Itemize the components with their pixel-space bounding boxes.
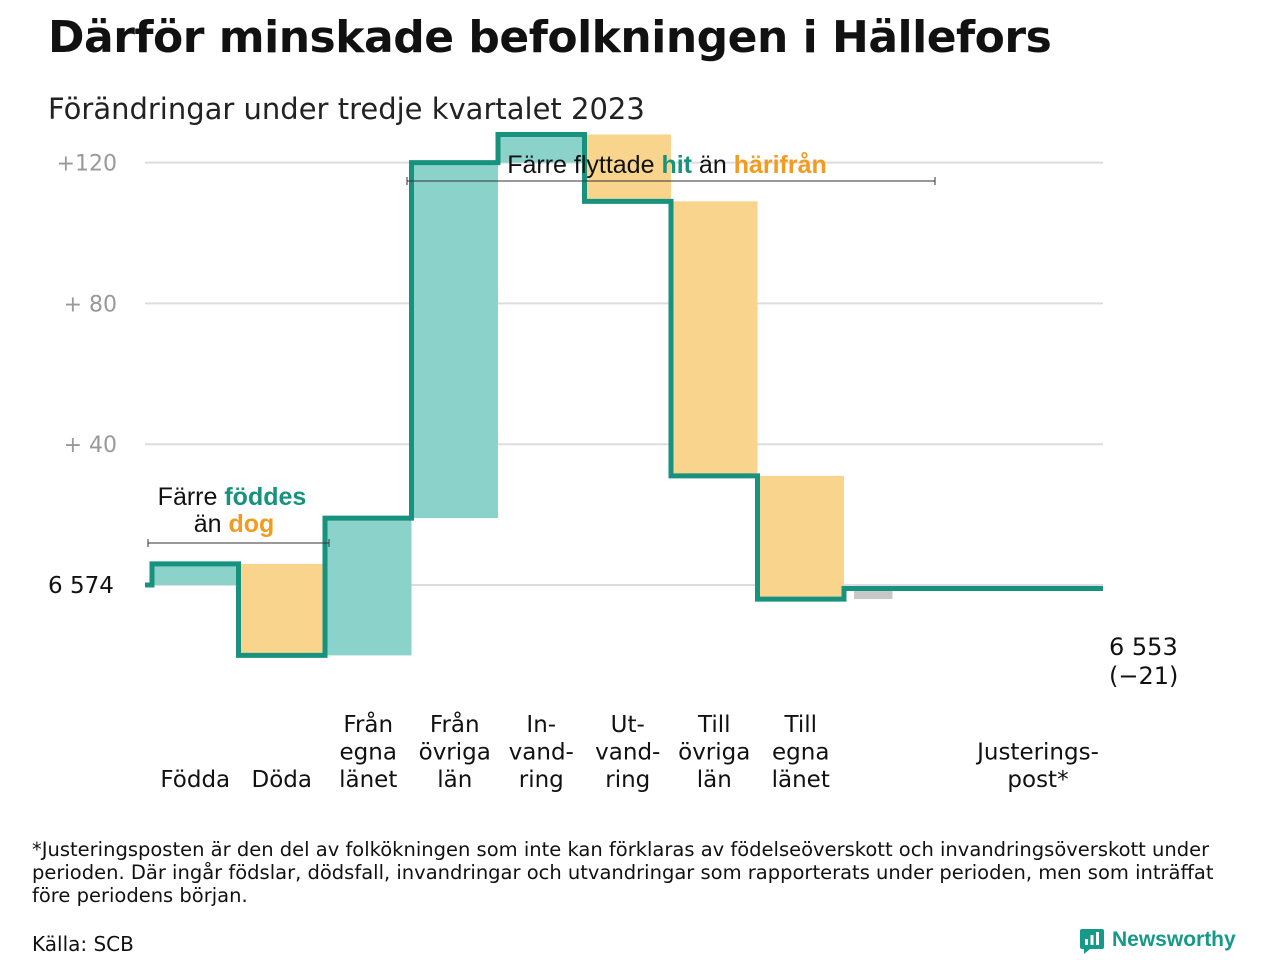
cumulative-step-line <box>145 131 1103 658</box>
category-label: övriga <box>419 740 491 766</box>
category-label: län <box>697 767 732 793</box>
brand-logo: Newsworthy <box>1080 928 1236 954</box>
end-value-label: 6 553 <box>1109 633 1178 661</box>
category-label: länet <box>339 767 397 793</box>
category-label: egna <box>340 740 397 766</box>
y-tick-label: + 80 <box>64 292 117 317</box>
category-label: post* <box>1007 767 1068 793</box>
category-label: länet <box>772 767 830 793</box>
end-change-label: (−21) <box>1109 662 1178 690</box>
category-label: vand- <box>595 740 660 766</box>
category-label: Justerings- <box>975 740 1099 766</box>
category-label: In- <box>526 712 556 738</box>
brand-name: Newsworthy <box>1112 928 1236 951</box>
category-label: Till <box>783 712 817 738</box>
category-label: egna <box>772 740 829 766</box>
migration-annotation: Färre flyttade hit än härifrån <box>507 151 827 179</box>
category-label: Till <box>697 712 731 738</box>
bar-2 <box>325 518 412 656</box>
category-label: län <box>437 767 472 793</box>
category-label: Födda <box>160 767 230 793</box>
category-label: Döda <box>252 767 312 793</box>
y-tick-label: + 40 <box>64 433 117 458</box>
chart-title: Därför minskade befolkningen i Hällefors <box>48 12 1052 63</box>
bar-5 <box>584 134 671 202</box>
bar-3 <box>411 162 498 519</box>
bar-4 <box>498 134 585 163</box>
bar-0 <box>152 563 239 585</box>
births-annotation-line2: än dog <box>194 510 275 538</box>
births-annotation-line1: Färre föddes <box>158 483 307 511</box>
bar-6 <box>671 201 758 476</box>
bar-7 <box>757 475 844 600</box>
footnote: *Justeringsposten är den del av folkökni… <box>32 838 1214 907</box>
chart-subtitle: Förändringar under tredje kvartalet 2023 <box>48 92 645 126</box>
newsworthy-logo-icon <box>1080 928 1104 954</box>
category-label: Från <box>430 710 480 738</box>
category-label: vand- <box>509 740 574 766</box>
bar-8 <box>854 588 893 600</box>
category-label: övriga <box>678 740 750 766</box>
y-tick-label: +120 <box>57 152 117 177</box>
category-label: ring <box>519 767 564 793</box>
category-label: Från <box>343 710 393 738</box>
category-label: ring <box>605 767 650 793</box>
source-label: Källa: SCB <box>32 932 134 956</box>
category-label: Ut- <box>611 712 645 738</box>
start-value-label: 6 574 <box>48 573 114 599</box>
bar-1 <box>238 563 325 656</box>
